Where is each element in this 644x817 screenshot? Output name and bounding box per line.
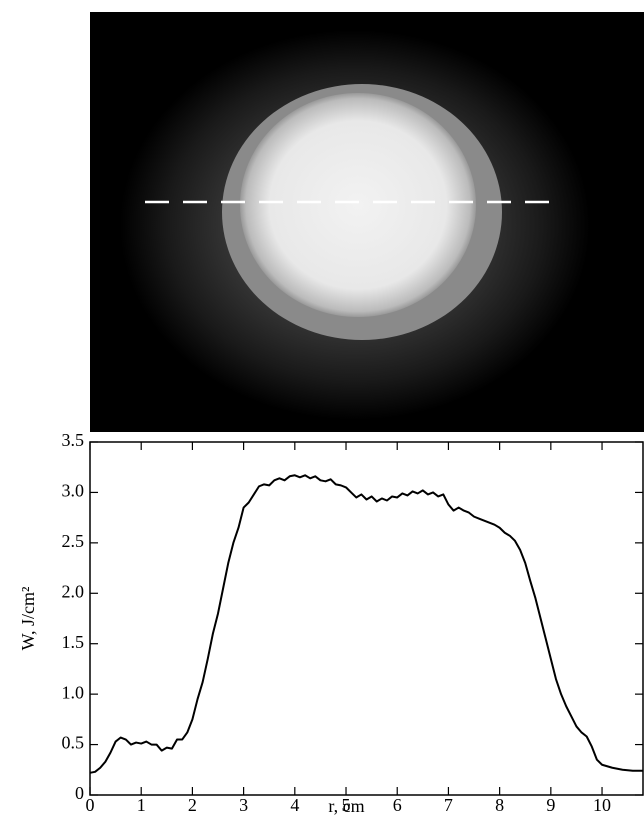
x-tick-label: 3	[239, 795, 248, 815]
x-tick-label: 8	[495, 795, 504, 815]
x-tick-label: 9	[546, 795, 555, 815]
y-tick-label: 1.5	[62, 632, 85, 652]
y-tick-label: 0.5	[62, 733, 85, 753]
x-tick-label: 6	[393, 795, 402, 815]
y-tick-label: 2.5	[62, 531, 85, 551]
data-line	[89, 474, 643, 774]
x-axis-label: r, cm	[328, 796, 364, 816]
x-tick-label: 4	[290, 795, 299, 815]
plot-frame	[89, 441, 644, 796]
y-axis-label: W, J/cm²	[18, 587, 38, 651]
x-tick-label: 2	[188, 795, 197, 815]
y-tick-label: 3.5	[62, 430, 85, 450]
beam-core	[240, 93, 476, 317]
x-tick-label: 1	[137, 795, 146, 815]
y-tick-label: 1.0	[62, 682, 85, 702]
x-tick-label: 10	[593, 795, 611, 815]
x-tick-label: 7	[444, 795, 453, 815]
y-tick-label: 3.0	[62, 481, 85, 501]
beam-image	[90, 12, 644, 432]
y-tick-label: 2.0	[62, 581, 85, 601]
x-tick-label: 5	[342, 795, 351, 815]
y-tick-label: 0	[75, 783, 84, 803]
x-tick-label: 0	[86, 795, 95, 815]
